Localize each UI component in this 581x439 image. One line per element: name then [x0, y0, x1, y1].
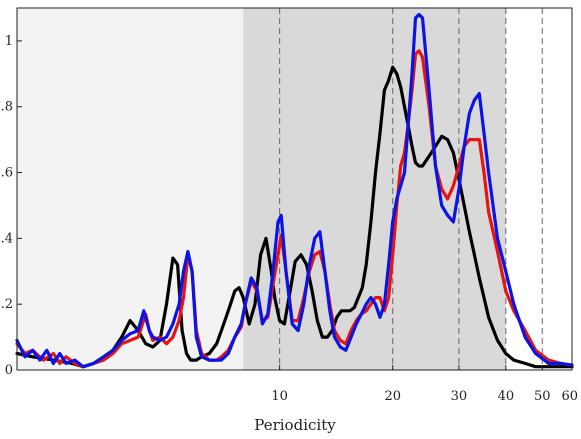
x-tick-label: 10	[271, 389, 288, 404]
shaded-region-1	[17, 8, 244, 370]
y-tick-label: 0.8	[0, 100, 13, 115]
y-tick-label: 0.6	[0, 166, 13, 181]
x-tick-label: 40	[498, 389, 515, 404]
series-line-3	[15, 13, 574, 369]
x-tick-label: 60	[561, 389, 578, 404]
series-lines	[15, 13, 574, 369]
x-tick-label: 20	[384, 389, 401, 404]
x-axis-title: Periodicity	[254, 416, 336, 434]
y-tick-label: 0.4	[0, 231, 13, 246]
series-line-1	[15, 65, 574, 369]
y-tick-label: 0.2	[0, 297, 13, 312]
x-tick-label: 30	[451, 389, 468, 404]
y-tick-label: 0	[5, 363, 13, 378]
x-tick-label: 50	[534, 389, 551, 404]
plot-frame	[16, 7, 573, 371]
y-tick-label: 1	[5, 34, 13, 49]
axes: 0 0.2 0.4 0.6 0.8 1 10 20 30 40 50 60	[0, 7, 578, 404]
